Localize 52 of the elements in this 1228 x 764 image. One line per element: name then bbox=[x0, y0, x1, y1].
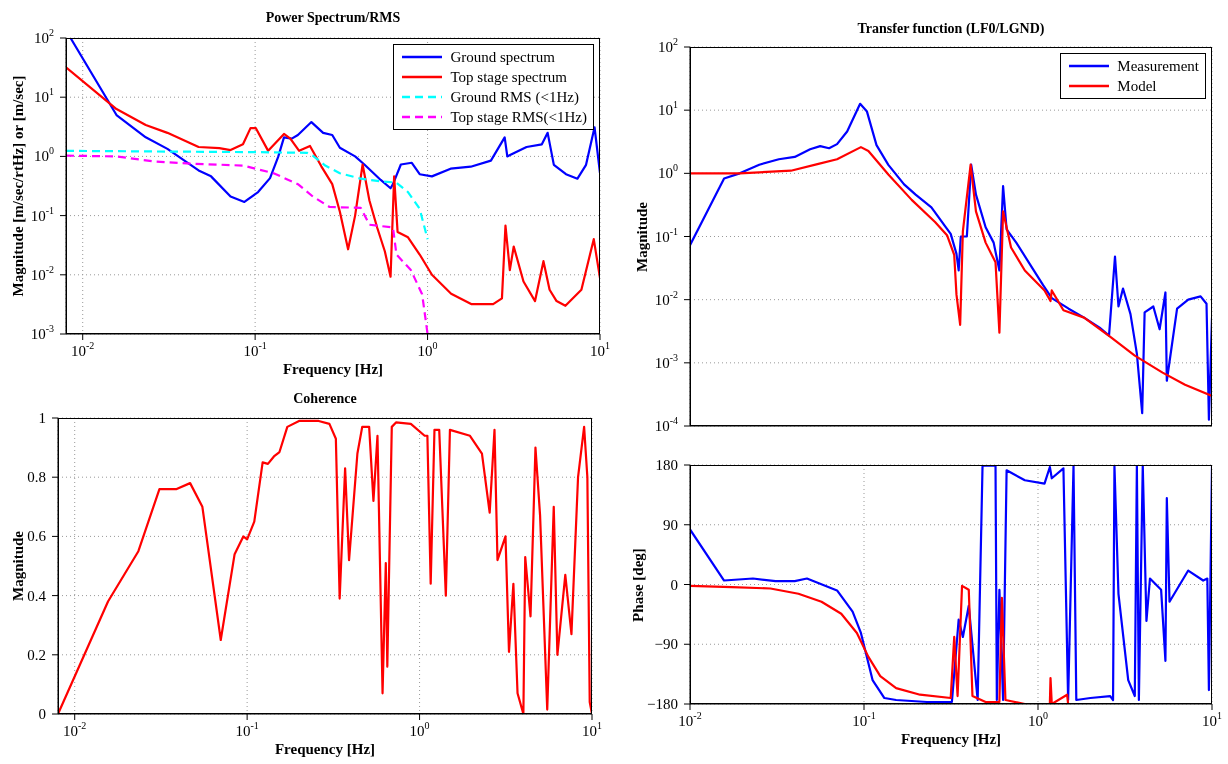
x-tick-label: 10$^{0}$ bbox=[1028, 710, 1048, 729]
y-tick-label: 0 bbox=[38, 706, 46, 722]
y-tick-label: 10$^{0}$ bbox=[34, 145, 54, 165]
legend-label: Ground spectrum bbox=[450, 48, 555, 66]
y-axis-title: Magnitude bbox=[633, 201, 651, 272]
y-tick-label: 10$^{2}$ bbox=[34, 27, 54, 46]
x-tick-label: 10$^{-1}$ bbox=[235, 720, 259, 739]
x-tick-label: 10$^{1}$ bbox=[582, 720, 602, 739]
legend-label: Model bbox=[1117, 77, 1157, 95]
x-tick-label: 10$^{0}$ bbox=[409, 720, 430, 739]
x-tick-label: 10$^{0}$ bbox=[417, 340, 438, 359]
y-tick-label: 10$^{2}$ bbox=[658, 36, 678, 55]
y-axis-title: Magnitude [m/sec/rtHz] or [m/sec] bbox=[9, 75, 27, 297]
y-tick-label: 0.6 bbox=[27, 528, 47, 545]
y-tick-label: 10$^{-4}$ bbox=[654, 415, 678, 434]
legend-label: Ground RMS (<1Hz) bbox=[450, 88, 579, 106]
y-axis-title: Phase [deg] bbox=[629, 547, 647, 622]
y-tick-label: 90 bbox=[663, 516, 678, 533]
y-tick-label: 10$^{-1}$ bbox=[30, 204, 54, 224]
y-tick-label: 10$^{0}$ bbox=[658, 162, 678, 182]
y-tick-label: 180 bbox=[655, 457, 678, 473]
y-tick-label: 10$^{1}$ bbox=[34, 86, 54, 106]
y-tick-label: 0.8 bbox=[27, 469, 46, 486]
chart-title: Transfer function (LF0/LGND) bbox=[857, 21, 1045, 37]
y-tick-label: 1 bbox=[38, 410, 46, 426]
x-tick-label: 10$^{-2}$ bbox=[71, 340, 95, 359]
x-axis-title: Frequency [Hz] bbox=[900, 731, 1002, 748]
y-tick-label: −180 bbox=[647, 696, 678, 712]
x-tick-label: 10$^{-1}$ bbox=[852, 710, 876, 729]
x-axis-title: Frequency [Hz] bbox=[282, 361, 384, 378]
y-tick-label: 0 bbox=[670, 576, 678, 593]
y-axis-title: Magnitude bbox=[9, 530, 27, 602]
y-tick-label: 0.4 bbox=[27, 587, 47, 604]
y-tick-label: 0.2 bbox=[27, 646, 46, 663]
legend-label: Measurement bbox=[1117, 57, 1199, 75]
legend-label: Top stage spectrum bbox=[450, 68, 567, 86]
chart-title: Power Spectrum/RMS bbox=[265, 10, 401, 26]
x-axis-title: Frequency [Hz] bbox=[274, 741, 376, 758]
y-tick-label: 10$^{1}$ bbox=[658, 99, 678, 119]
y-tick-label: 10$^{-2}$ bbox=[654, 288, 678, 308]
y-tick-label: 10$^{-3}$ bbox=[30, 323, 54, 342]
chart-title: Coherence bbox=[293, 391, 357, 407]
y-tick-label: 10$^{-2}$ bbox=[30, 263, 54, 283]
legend-label: Top stage RMS(<1Hz) bbox=[450, 108, 587, 126]
x-tick-label: 10$^{1}$ bbox=[1202, 710, 1222, 729]
x-tick-label: 10$^{-2}$ bbox=[63, 720, 87, 739]
x-tick-label: 10$^{-1}$ bbox=[243, 340, 267, 359]
x-tick-label: 10$^{-2}$ bbox=[678, 710, 702, 729]
y-tick-label: 10$^{-3}$ bbox=[654, 351, 678, 371]
x-tick-label: 10$^{1}$ bbox=[590, 340, 610, 359]
y-tick-label: 10$^{-1}$ bbox=[654, 225, 678, 245]
y-tick-label: −90 bbox=[654, 636, 678, 653]
